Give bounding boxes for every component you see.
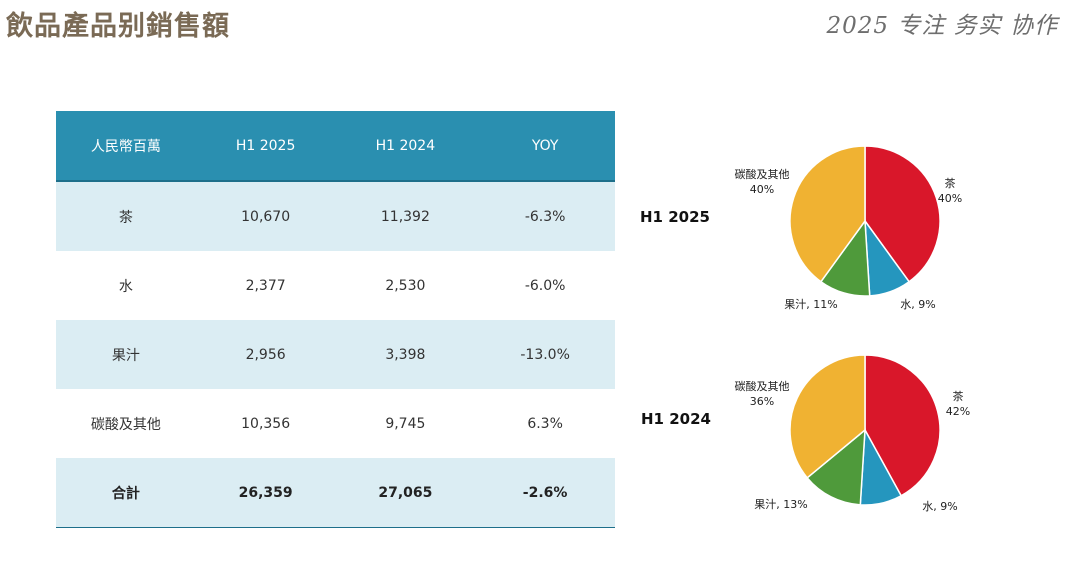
row-h1-2024: 9,745 [385, 415, 426, 432]
pie-0-slice-3 [789, 145, 866, 283]
pie-1-label-2: 果汁, 13% [754, 498, 807, 511]
column-header-yoy: YOY [475, 111, 615, 182]
row-yoy: -6.0% [524, 277, 566, 294]
table-row: 水 2,377 2,530 -6.0% [56, 251, 615, 320]
table-header-row: 人民幣百萬 H1 2025 H1 2024 YOY [56, 111, 615, 182]
pie-0-slice-0 [864, 145, 941, 283]
row-category: 茶 [56, 181, 196, 251]
pie-0-label-2: 果汁, 11% [784, 298, 837, 311]
pie-charts: 茶 40% 水, 9% 果汁, 11% 碳酸及其他 40% 茶 42% 水, 9% 果汁, 13%… [735, 145, 970, 513]
row-h1-2024: 2,530 [385, 277, 426, 294]
pie-1-label-0: 茶 [953, 390, 964, 403]
slogan: 2025 专注 务实 协作 [826, 13, 1058, 39]
pie-0-value-label-3: 40% [750, 183, 774, 196]
table-total-row: 合計 26,359 27,065 -2.6% [56, 458, 615, 528]
row-h1-2024: 3,398 [335, 320, 476, 389]
row-category: 碳酸及其他 [90, 416, 161, 433]
row-h1-2025: 10,356 [241, 415, 291, 432]
column-header-h1-2024: H1 2024 [335, 111, 476, 182]
row-h1-2024: 11,392 [335, 181, 476, 251]
total-h1-2025: 26,359 [195, 458, 336, 528]
row-yoy: -13.0% [475, 320, 615, 389]
pie-0-value-label-0: 40% [938, 192, 962, 205]
column-header-h1-2025: H1 2025 [195, 111, 336, 182]
pie-0-label-3: 碳酸及其他 [735, 167, 790, 181]
column-header-unit: 人民幣百萬 [56, 111, 196, 182]
pie-title-h1-2024: H1 2024 [641, 410, 711, 428]
pie-1-label-1: 水, 9% [922, 500, 957, 513]
row-h1-2025: 10,670 [195, 181, 336, 251]
total-label: 合計 [56, 458, 196, 528]
sales-table: 人民幣百萬 H1 2025 H1 2024 YOY 茶 10,670 11,39… [56, 111, 615, 528]
table-row: 果汁 2,956 3,398 -13.0% [56, 320, 615, 389]
pie-1-slice-0 [864, 354, 941, 497]
pie-1-value-label-3: 36% [750, 395, 774, 408]
row-yoy: -6.3% [475, 181, 615, 251]
row-h1-2025: 2,377 [245, 277, 286, 294]
pie-0-label-0: 茶 [945, 177, 956, 190]
pie-1-slice-2 [806, 428, 866, 506]
page-title: 飲品產品别銷售額 [6, 11, 230, 42]
total-yoy: -2.6% [475, 458, 615, 528]
pie-1-value-label-0: 42% [946, 405, 970, 418]
table-row: 碳酸及其他 10,356 9,745 6.3% [56, 389, 615, 458]
row-category: 果汁 [56, 320, 196, 389]
row-category: 水 [118, 278, 133, 295]
total-h1-2024: 27,065 [335, 458, 476, 528]
table-row: 茶 10,670 11,392 -6.3% [56, 181, 615, 251]
pie-0-label-1: 水, 9% [900, 298, 935, 311]
pie-title-h1-2025: H1 2025 [640, 208, 710, 226]
row-h1-2025: 2,956 [195, 320, 336, 389]
row-yoy: 6.3% [527, 415, 563, 432]
pie-1-slice-3 [789, 354, 866, 479]
pie-1-label-3: 碳酸及其他 [735, 379, 790, 393]
